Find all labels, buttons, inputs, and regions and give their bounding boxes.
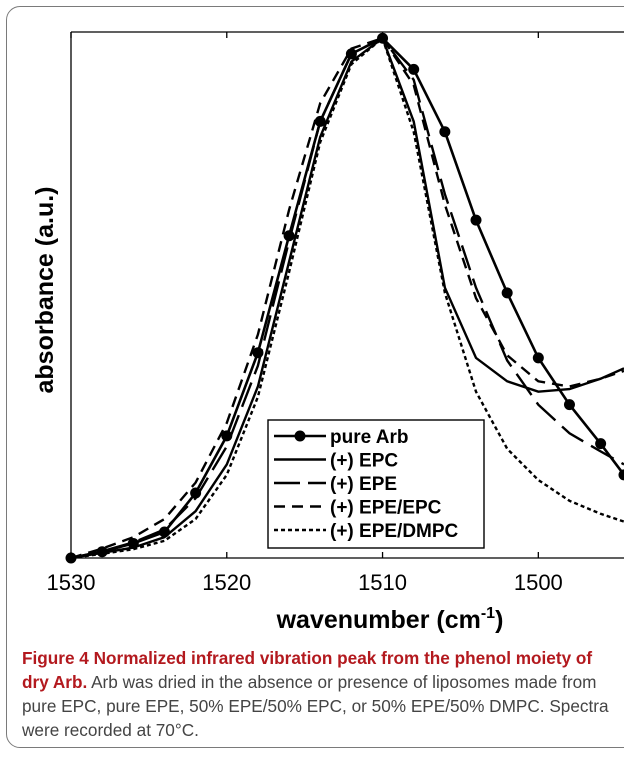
absorbance-chart: 1530 1520 1510 1500 pure Arb (+) EPC(+) EPE (… xyxy=(31,31,624,634)
x-tick-label: 1520 xyxy=(202,570,251,595)
series-5 xyxy=(70,36,624,560)
figure-frame xyxy=(6,6,624,748)
data-point xyxy=(283,230,295,242)
x-tick-label: 1500 xyxy=(514,570,563,595)
data-point xyxy=(532,352,544,364)
series-layer xyxy=(65,32,624,564)
y-axis-label: absorbance (a.u.) xyxy=(31,187,59,394)
x-tick-label: 1530 xyxy=(47,570,96,595)
caption-body: Arb was dried in the absence or presence… xyxy=(22,672,609,740)
legend-label: (+) EPC xyxy=(330,451,398,472)
x-tick-label: 1510 xyxy=(358,570,407,595)
legend-marker xyxy=(294,430,306,442)
series-line xyxy=(70,36,624,560)
legend: pure Arb (+) EPC(+) EPE (+) EPE/EPC(+) EPE… xyxy=(267,419,485,549)
x-axis-label: wavenumber (cm-1) xyxy=(276,605,504,634)
legend-label: pure Arb xyxy=(330,427,408,448)
series-line xyxy=(70,36,624,560)
legend-box xyxy=(267,419,485,549)
data-point xyxy=(618,469,624,481)
legend-label: (+) EPE/DMPC xyxy=(330,521,459,542)
series-3 xyxy=(70,36,624,560)
series-line xyxy=(70,36,624,560)
legend-label: (+) EPE/EPC xyxy=(330,498,442,519)
data-point xyxy=(470,214,482,226)
caption-lead: Figure 4 Normalized infrared vibration p… xyxy=(22,648,593,692)
series-4 xyxy=(70,36,624,560)
data-point xyxy=(563,399,575,411)
series-2 xyxy=(70,36,624,560)
series-line xyxy=(70,36,624,560)
plot-area: 1530 1520 1510 1500 xyxy=(47,31,624,595)
legend-label: (+) EPE xyxy=(330,474,397,495)
data-point xyxy=(595,438,607,450)
data-point xyxy=(408,63,420,75)
data-point xyxy=(501,287,513,299)
figure-caption: Figure 4 Normalized infrared vibration p… xyxy=(22,646,618,742)
data-point xyxy=(439,126,451,138)
